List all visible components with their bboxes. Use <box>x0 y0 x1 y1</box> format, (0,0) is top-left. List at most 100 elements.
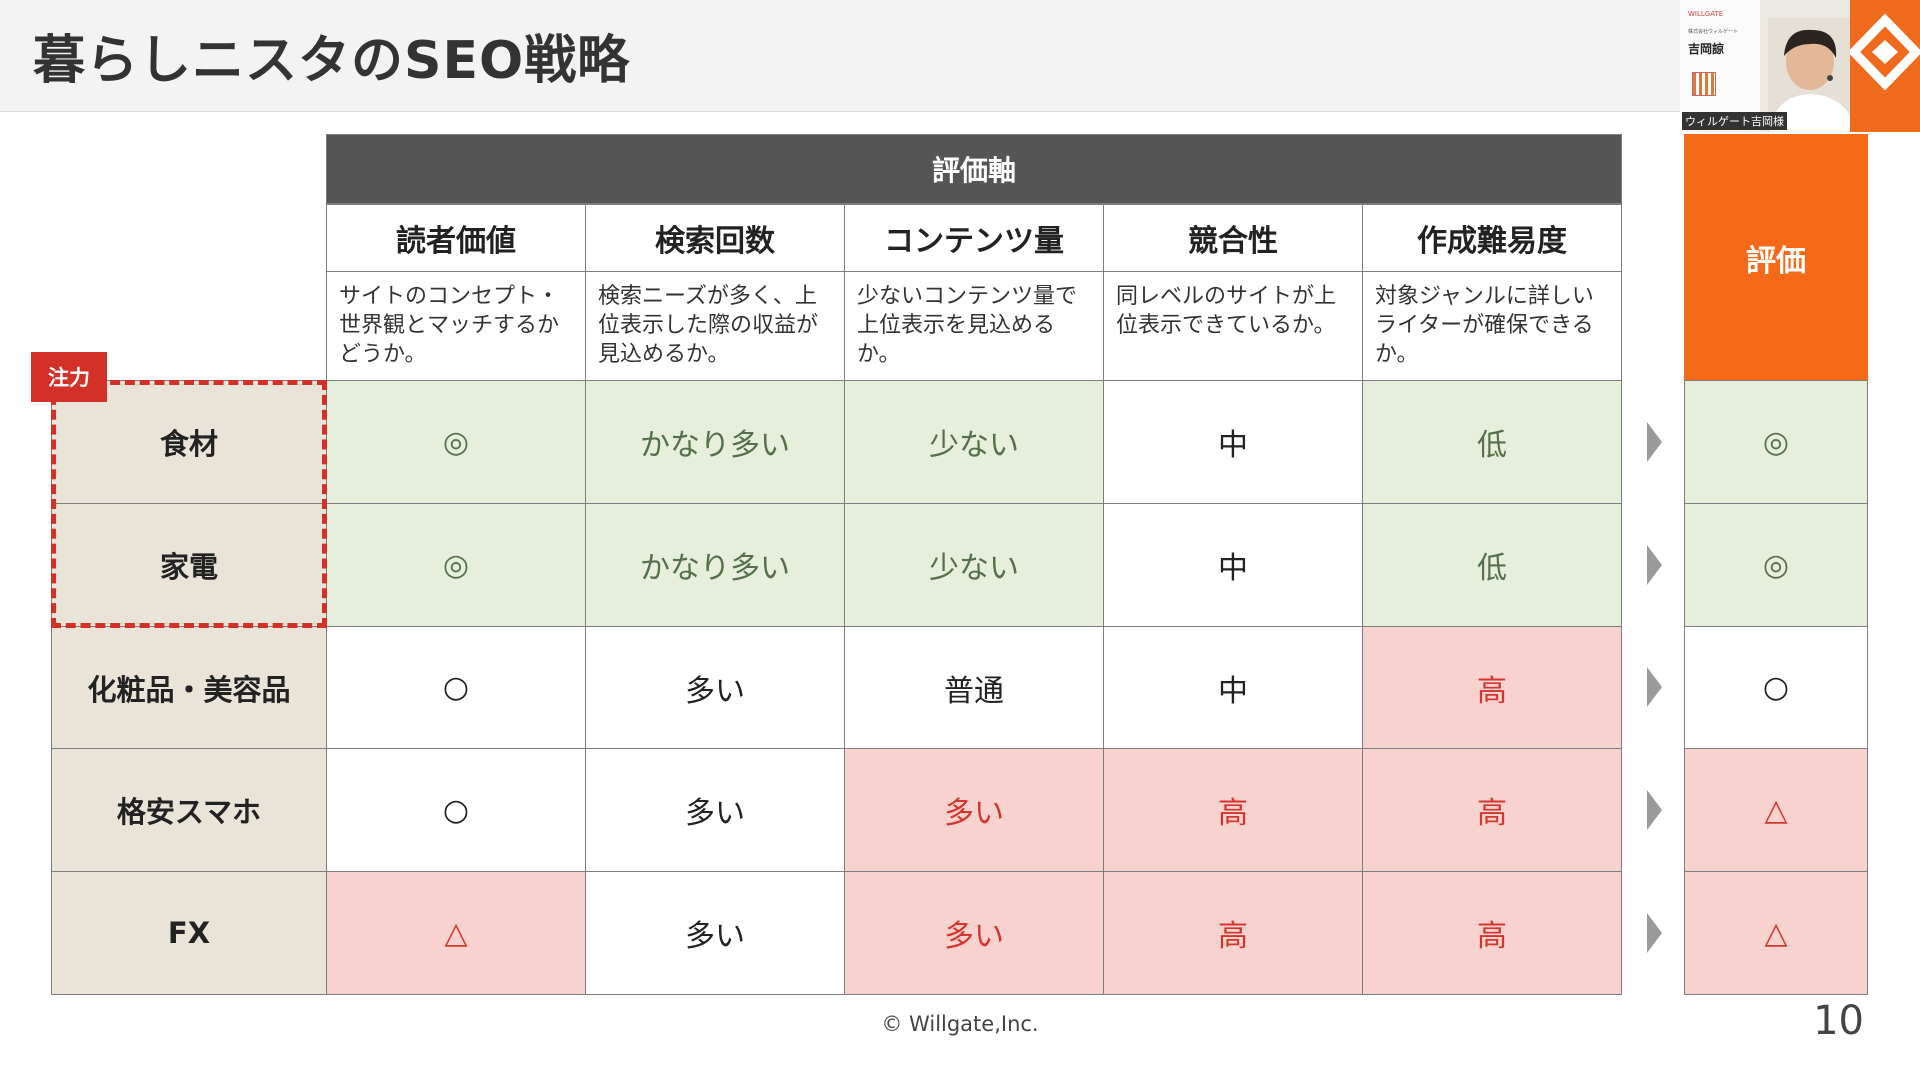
table-cell: ◎ <box>326 380 586 504</box>
cell-value: かなり多い <box>640 551 790 586</box>
table-cell: 高 <box>1362 871 1622 995</box>
table-cell: 普通 <box>844 626 1104 749</box>
column-header-text: 検索回数 <box>655 224 775 259</box>
company-name: 株式会社ウィルゲート <box>1688 29 1739 35</box>
table-cell: 高 <box>1362 626 1622 749</box>
evaluation-cell: ◎ <box>1684 503 1868 627</box>
table-cell: 中 <box>1103 380 1363 504</box>
column-description: サイトのコンセプト・世界観とマッチするかどうか。 <box>326 271 586 381</box>
company-logo: WILLGATE <box>1688 10 1724 18</box>
row-label-text: FX <box>167 916 211 950</box>
presenter-video <box>1768 18 1858 132</box>
evaluation-value: △ <box>1764 792 1788 828</box>
column-header-reader-value: 読者価値 <box>326 204 586 272</box>
column-description-text: 少ないコンテンツ量で上位表示を見込めるか。 <box>857 284 1078 367</box>
cell-value: ○ <box>442 792 470 828</box>
table-cell: ○ <box>326 626 586 749</box>
cell-value: 中 <box>1218 428 1248 463</box>
evaluation-cell: ◎ <box>1684 380 1868 504</box>
table-cell: 中 <box>1103 503 1363 627</box>
table-cell: ◎ <box>326 503 586 627</box>
arrow-right-icon <box>1647 667 1662 707</box>
cell-value: 高 <box>1477 796 1507 831</box>
column-header-text: 読者価値 <box>396 224 516 259</box>
row-label-text: 化粧品・美容品 <box>87 672 291 707</box>
table-cell: 中 <box>1103 626 1363 749</box>
column-header-text: 作成難易度 <box>1417 224 1567 259</box>
cell-value: 中 <box>1218 551 1248 586</box>
evaluation-value: ◎ <box>1762 424 1790 460</box>
column-header-search-volume: 検索回数 <box>585 204 845 272</box>
page-number: 10 <box>1813 998 1864 1044</box>
column-description-text: 同レベルのサイトが上位表示できているか。 <box>1116 284 1337 338</box>
table-cell: かなり多い <box>585 380 845 504</box>
row-label-budget-smartphone: 格安スマホ <box>51 748 327 872</box>
column-description-text: 対象ジャンルに詳しいライターが確保できるか。 <box>1375 284 1594 367</box>
cell-value: △ <box>444 915 468 951</box>
column-header-difficulty: 作成難易度 <box>1362 204 1622 272</box>
cell-value: 多い <box>685 796 745 831</box>
row-label-text: 家電 <box>159 550 218 584</box>
table-cell: 高 <box>1362 748 1622 872</box>
column-description-text: 検索ニーズが多く、上位表示した際の収益が見込めるか。 <box>598 284 819 367</box>
row-label-appliances: 家電 <box>51 503 327 627</box>
cell-value: 普通 <box>944 673 1004 709</box>
table-cell: 少ない <box>844 503 1104 627</box>
cell-value: 高 <box>1218 919 1248 954</box>
cell-value: 高 <box>1218 796 1248 831</box>
table-cell: 多い <box>585 748 845 872</box>
column-header-text: コンテンツ量 <box>884 224 1064 259</box>
presenter-name: 吉岡諒 <box>1688 42 1725 56</box>
evaluation-cell: △ <box>1684 748 1868 872</box>
axis-group-header: 評価軸 <box>326 134 1622 204</box>
table-cell: 低 <box>1362 380 1622 504</box>
slide-title: 暮らしニスタのSEO戦略 <box>33 31 631 91</box>
table-cell: 多い <box>844 871 1104 995</box>
focus-badge: 注力 <box>31 352 107 402</box>
copyright-footer: © Willgate,Inc. <box>881 1012 1039 1036</box>
table-cell: かなり多い <box>585 503 845 627</box>
table-cell: 多い <box>844 748 1104 872</box>
cell-value: 高 <box>1477 673 1507 709</box>
cell-value: 多い <box>685 673 745 709</box>
column-description: 検索ニーズが多く、上位表示した際の収益が見込めるか。 <box>585 271 845 381</box>
evaluation-header: 評価 <box>1684 134 1868 381</box>
row-label-text: 食材 <box>159 427 218 461</box>
column-header-competition: 競合性 <box>1103 204 1363 272</box>
cell-value: 低 <box>1477 551 1507 586</box>
cell-value: 少ない <box>929 428 1019 463</box>
slide-header: 暮らしニスタのSEO戦略 <box>0 0 1920 112</box>
cell-value: 多い <box>944 796 1004 831</box>
cell-value: 高 <box>1477 919 1507 954</box>
row-label-cosmetics: 化粧品・美容品 <box>51 626 327 749</box>
cell-value: 低 <box>1477 428 1507 463</box>
table-cell: 多い <box>585 626 845 749</box>
evaluation-value: △ <box>1764 915 1788 951</box>
cell-value: ◎ <box>442 424 470 460</box>
table-cell: 高 <box>1103 748 1363 872</box>
table-cell: 少ない <box>844 380 1104 504</box>
column-description-text: サイトのコンセプト・世界観とマッチするかどうか。 <box>339 284 560 367</box>
column-description: 同レベルのサイトが上位表示できているか。 <box>1103 271 1363 381</box>
evaluation-header-text: 評価 <box>1746 243 1806 279</box>
table-cell: 高 <box>1103 871 1363 995</box>
presenter-card: WILLGATE 株式会社ウィルゲート 吉岡諒 <box>1680 0 1760 132</box>
cell-value: 少ない <box>929 551 1019 586</box>
brand-logo-icon <box>1847 0 1920 132</box>
cell-value: 多い <box>944 919 1004 954</box>
arrow-right-icon <box>1647 790 1662 830</box>
evaluation-cell: △ <box>1684 871 1868 995</box>
qr-code-icon <box>1692 72 1716 96</box>
table-cell: △ <box>326 871 586 995</box>
arrow-right-icon <box>1647 913 1662 953</box>
arrow-right-icon <box>1647 545 1662 585</box>
column-description: 少ないコンテンツ量で上位表示を見込めるか。 <box>844 271 1104 381</box>
participant-name-label: ウィルゲート吉岡様 <box>1682 112 1787 130</box>
axis-group-header-text: 評価軸 <box>931 154 1016 187</box>
table-cell: ○ <box>326 748 586 872</box>
evaluation-value: ○ <box>1762 670 1790 705</box>
column-header-text: 競合性 <box>1188 224 1278 259</box>
cell-value: 中 <box>1218 673 1248 709</box>
evaluation-value: ◎ <box>1762 547 1790 583</box>
cell-value: ○ <box>442 670 470 705</box>
